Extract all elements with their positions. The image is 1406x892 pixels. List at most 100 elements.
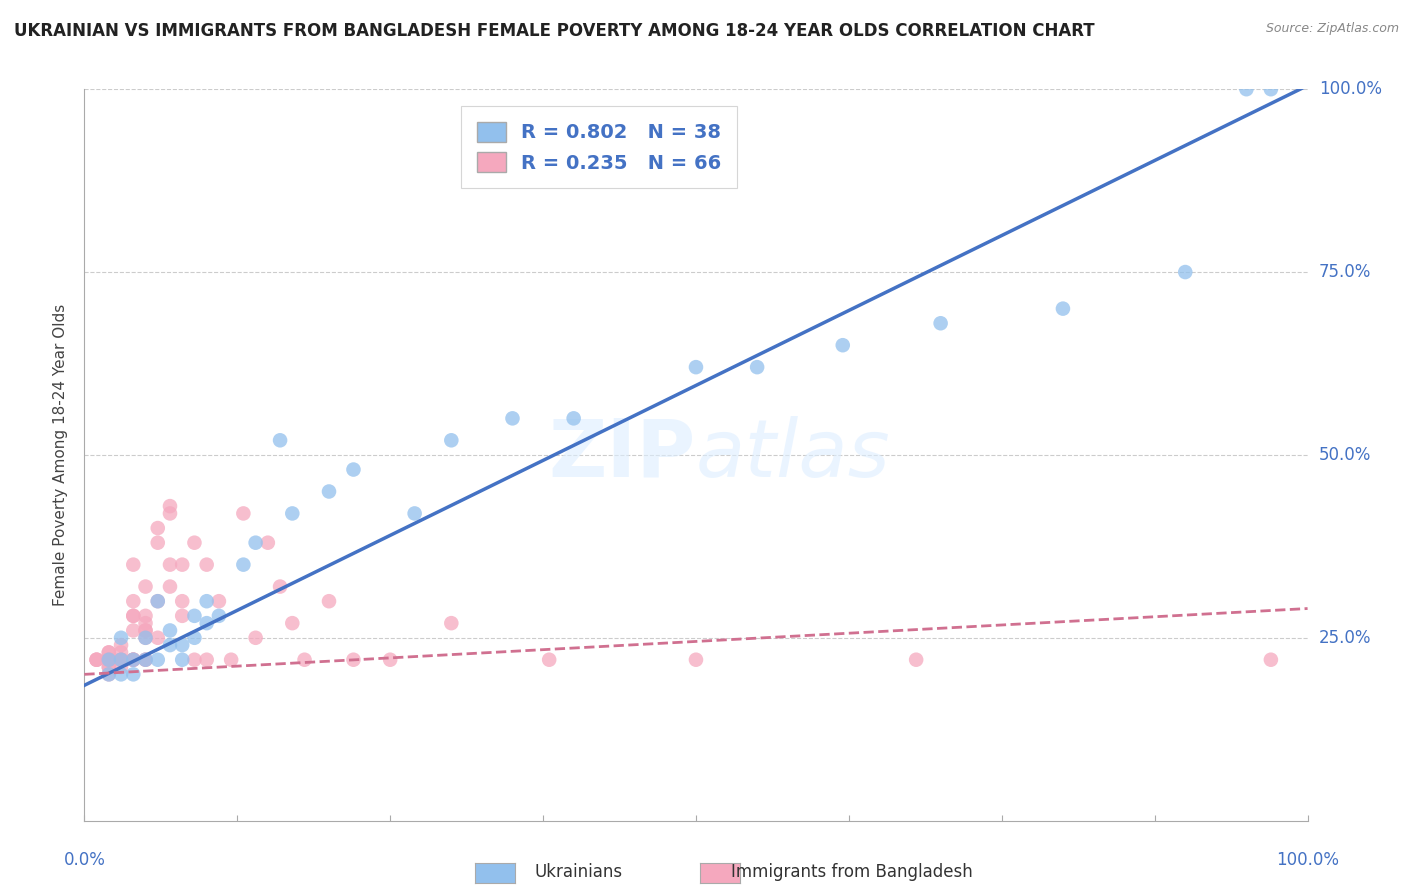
- Point: [110, 660, 132, 674]
- Point: [122, 608, 145, 623]
- Y-axis label: Female Poverty Among 18-24 Year Olds: Female Poverty Among 18-24 Year Olds: [53, 304, 69, 606]
- Point: [685, 360, 707, 375]
- Point: [97, 653, 120, 667]
- Point: [1174, 265, 1197, 279]
- Point: [122, 653, 145, 667]
- Point: [195, 594, 218, 608]
- Point: [97, 660, 120, 674]
- Point: [562, 411, 585, 425]
- Point: [135, 624, 157, 638]
- Point: [122, 667, 145, 681]
- Point: [159, 638, 181, 652]
- Text: 75.0%: 75.0%: [1319, 263, 1371, 281]
- Point: [86, 653, 108, 667]
- Point: [208, 608, 231, 623]
- Point: [110, 653, 132, 667]
- Point: [269, 434, 291, 448]
- Point: [159, 624, 181, 638]
- Point: [135, 580, 157, 594]
- Text: 25.0%: 25.0%: [1319, 629, 1371, 647]
- Point: [1234, 82, 1257, 96]
- Point: [685, 653, 707, 667]
- Text: 50.0%: 50.0%: [1319, 446, 1371, 464]
- Point: [172, 594, 194, 608]
- Point: [257, 535, 280, 549]
- Point: [195, 558, 218, 572]
- Point: [110, 645, 132, 659]
- Point: [159, 558, 181, 572]
- Point: [440, 434, 463, 448]
- Point: [1260, 82, 1282, 96]
- Point: [905, 653, 928, 667]
- Point: [318, 484, 340, 499]
- Text: Source: ZipAtlas.com: Source: ZipAtlas.com: [1265, 22, 1399, 36]
- Point: [232, 507, 254, 521]
- Point: [538, 653, 561, 667]
- Text: 100.0%: 100.0%: [1277, 851, 1339, 869]
- Point: [122, 653, 145, 667]
- Point: [122, 624, 145, 638]
- Point: [172, 608, 194, 623]
- Text: Ukrainians: Ukrainians: [534, 863, 623, 881]
- Point: [281, 507, 304, 521]
- Point: [159, 499, 181, 513]
- Point: [110, 631, 132, 645]
- Point: [1260, 653, 1282, 667]
- Point: [97, 653, 120, 667]
- Point: [281, 616, 304, 631]
- Point: [183, 608, 205, 623]
- Point: [110, 638, 132, 652]
- Point: [159, 507, 181, 521]
- Point: [97, 645, 120, 659]
- Point: [183, 631, 205, 645]
- Point: [183, 535, 205, 549]
- Point: [97, 653, 120, 667]
- Point: [97, 667, 120, 681]
- Point: [122, 558, 145, 572]
- Point: [135, 653, 157, 667]
- Point: [110, 653, 132, 667]
- Point: [135, 653, 157, 667]
- Point: [195, 616, 218, 631]
- Point: [501, 411, 523, 425]
- Point: [208, 594, 231, 608]
- Point: [110, 653, 132, 667]
- Point: [269, 580, 291, 594]
- Point: [831, 338, 853, 352]
- Point: [159, 580, 181, 594]
- Point: [97, 645, 120, 659]
- Point: [135, 631, 157, 645]
- Legend: R = 0.802   N = 38, R = 0.235   N = 66: R = 0.802 N = 38, R = 0.235 N = 66: [461, 106, 737, 188]
- Point: [122, 653, 145, 667]
- Point: [172, 638, 194, 652]
- Point: [110, 667, 132, 681]
- Point: [342, 653, 364, 667]
- Point: [380, 653, 402, 667]
- Point: [183, 653, 205, 667]
- Point: [146, 535, 169, 549]
- Point: [97, 653, 120, 667]
- Point: [929, 316, 952, 330]
- Point: [122, 653, 145, 667]
- Point: [86, 653, 108, 667]
- Point: [122, 594, 145, 608]
- Point: [146, 631, 169, 645]
- Point: [146, 594, 169, 608]
- Point: [219, 653, 242, 667]
- Point: [245, 535, 267, 549]
- Point: [245, 631, 267, 645]
- Text: 0.0%: 0.0%: [63, 851, 105, 869]
- Point: [232, 558, 254, 572]
- Point: [294, 653, 316, 667]
- Point: [747, 360, 769, 375]
- Point: [110, 653, 132, 667]
- Point: [1052, 301, 1074, 316]
- Point: [342, 462, 364, 476]
- Point: [135, 631, 157, 645]
- Point: [122, 653, 145, 667]
- Point: [404, 507, 426, 521]
- Text: atlas: atlas: [696, 416, 891, 494]
- Point: [97, 667, 120, 681]
- Text: UKRAINIAN VS IMMIGRANTS FROM BANGLADESH FEMALE POVERTY AMONG 18-24 YEAR OLDS COR: UKRAINIAN VS IMMIGRANTS FROM BANGLADESH …: [14, 22, 1095, 40]
- Point: [135, 608, 157, 623]
